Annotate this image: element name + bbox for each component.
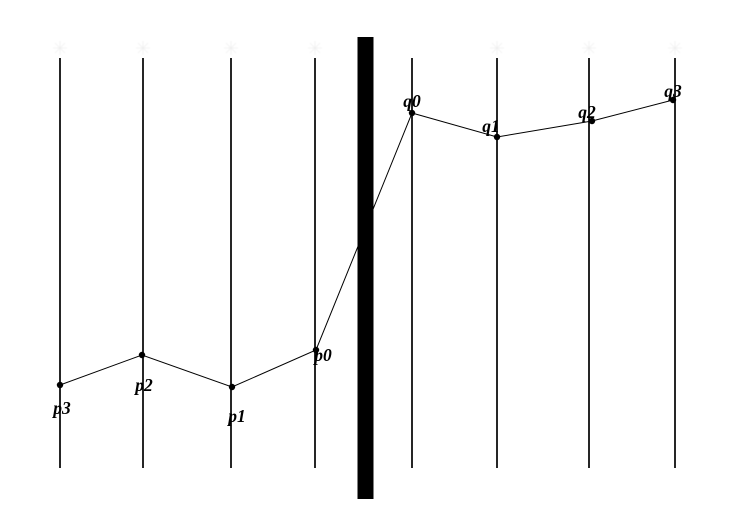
svg-text:q2: q2 (578, 102, 596, 122)
svg-text:q0: q0 (403, 91, 421, 111)
svg-text:p2: p2 (133, 375, 153, 395)
svg-text:p1: p1 (226, 406, 246, 426)
svg-text:p3: p3 (51, 398, 71, 418)
svg-text:q3: q3 (664, 81, 682, 101)
svg-text:q1: q1 (482, 116, 500, 136)
svg-text:p0: p0 (312, 345, 332, 365)
